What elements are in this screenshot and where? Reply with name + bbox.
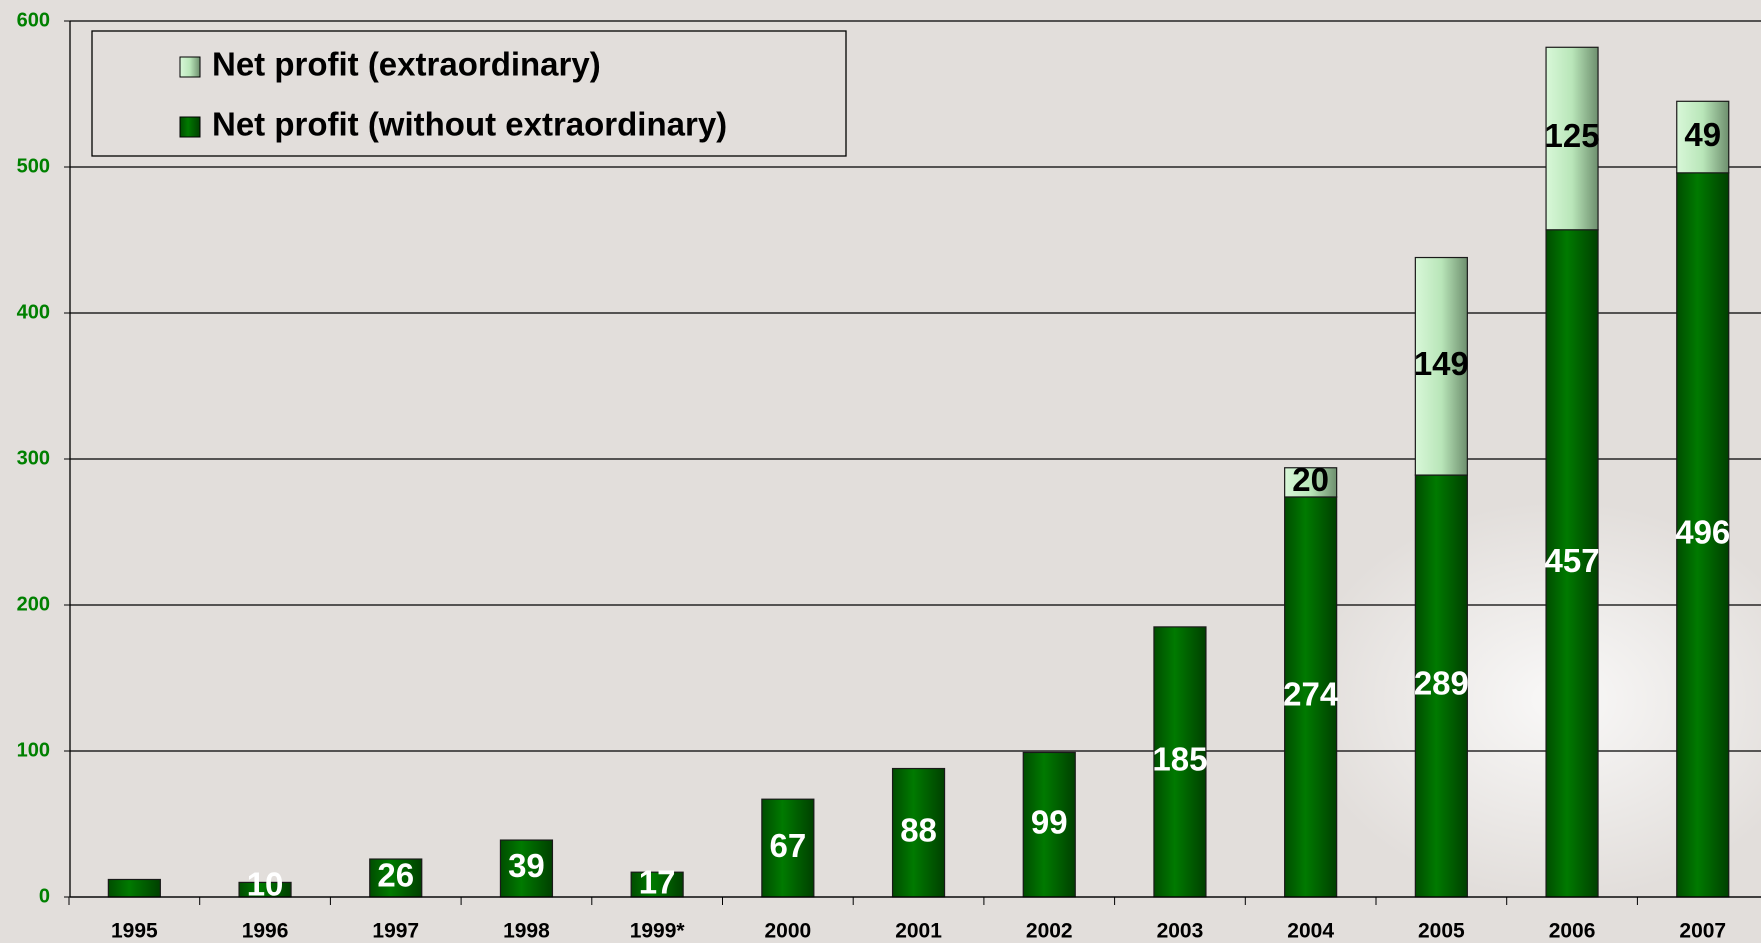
x-tick-label: 1997 [372, 920, 419, 943]
bar [1153, 626, 1207, 898]
legend-label: Net profit (extraordinary) [212, 46, 601, 83]
y-tick-label: 600 [17, 9, 50, 31]
bar [630, 871, 684, 898]
x-tick-label: 2001 [895, 920, 942, 943]
data-label: 17 [639, 863, 676, 900]
legend-swatch [179, 116, 201, 138]
bar [107, 878, 161, 898]
legend-label: Net profit (without extraordinary) [212, 106, 727, 143]
y-tick-label: 400 [17, 301, 50, 323]
legend-box [91, 30, 847, 157]
bar [369, 858, 423, 898]
data-label: 88 [900, 811, 937, 848]
data-label: 67 [769, 827, 806, 864]
data-label: 274 [1283, 676, 1339, 713]
bar [1284, 496, 1338, 898]
bar [1676, 100, 1730, 174]
data-label: 149 [1414, 345, 1469, 382]
bar [499, 839, 554, 898]
y-tick-label: 500 [17, 155, 50, 177]
data-label: 185 [1152, 741, 1207, 778]
bar [1414, 256, 1468, 476]
y-tick-label: 300 [17, 447, 50, 469]
x-tick-label: 1995 [111, 920, 158, 943]
x-tick-label: 2007 [1679, 920, 1726, 943]
data-label: 457 [1545, 542, 1600, 579]
y-tick-label: 100 [17, 739, 50, 761]
x-tick-label: 2002 [1026, 920, 1073, 943]
bar [1545, 229, 1599, 898]
x-tick-label: 1999* [630, 920, 686, 943]
data-label: 20 [1292, 461, 1329, 498]
x-tick-label: 1996 [242, 920, 289, 943]
y-tick-label: 200 [17, 593, 50, 615]
data-label: 496 [1675, 514, 1730, 551]
data-label: 289 [1414, 665, 1469, 702]
bar [1284, 467, 1338, 498]
bar [1022, 751, 1076, 898]
data-label: 26 [377, 857, 414, 894]
x-tick-label: 2006 [1549, 920, 1596, 943]
x-tick-label: 2004 [1287, 920, 1334, 943]
legend-swatch [179, 56, 201, 78]
data-label: 49 [1684, 116, 1721, 153]
data-label: 99 [1031, 803, 1068, 840]
data-label: 125 [1545, 117, 1600, 154]
bar [1545, 46, 1599, 231]
x-tick-label: 1998 [503, 920, 550, 943]
bar [1676, 172, 1730, 898]
y-tick-label: 0 [39, 885, 50, 907]
x-tick-label: 2000 [764, 920, 811, 943]
x-tick-label: 2003 [1157, 920, 1204, 943]
x-tick-label: 2005 [1418, 920, 1465, 943]
bar [891, 767, 946, 898]
data-label: 39 [508, 847, 545, 884]
